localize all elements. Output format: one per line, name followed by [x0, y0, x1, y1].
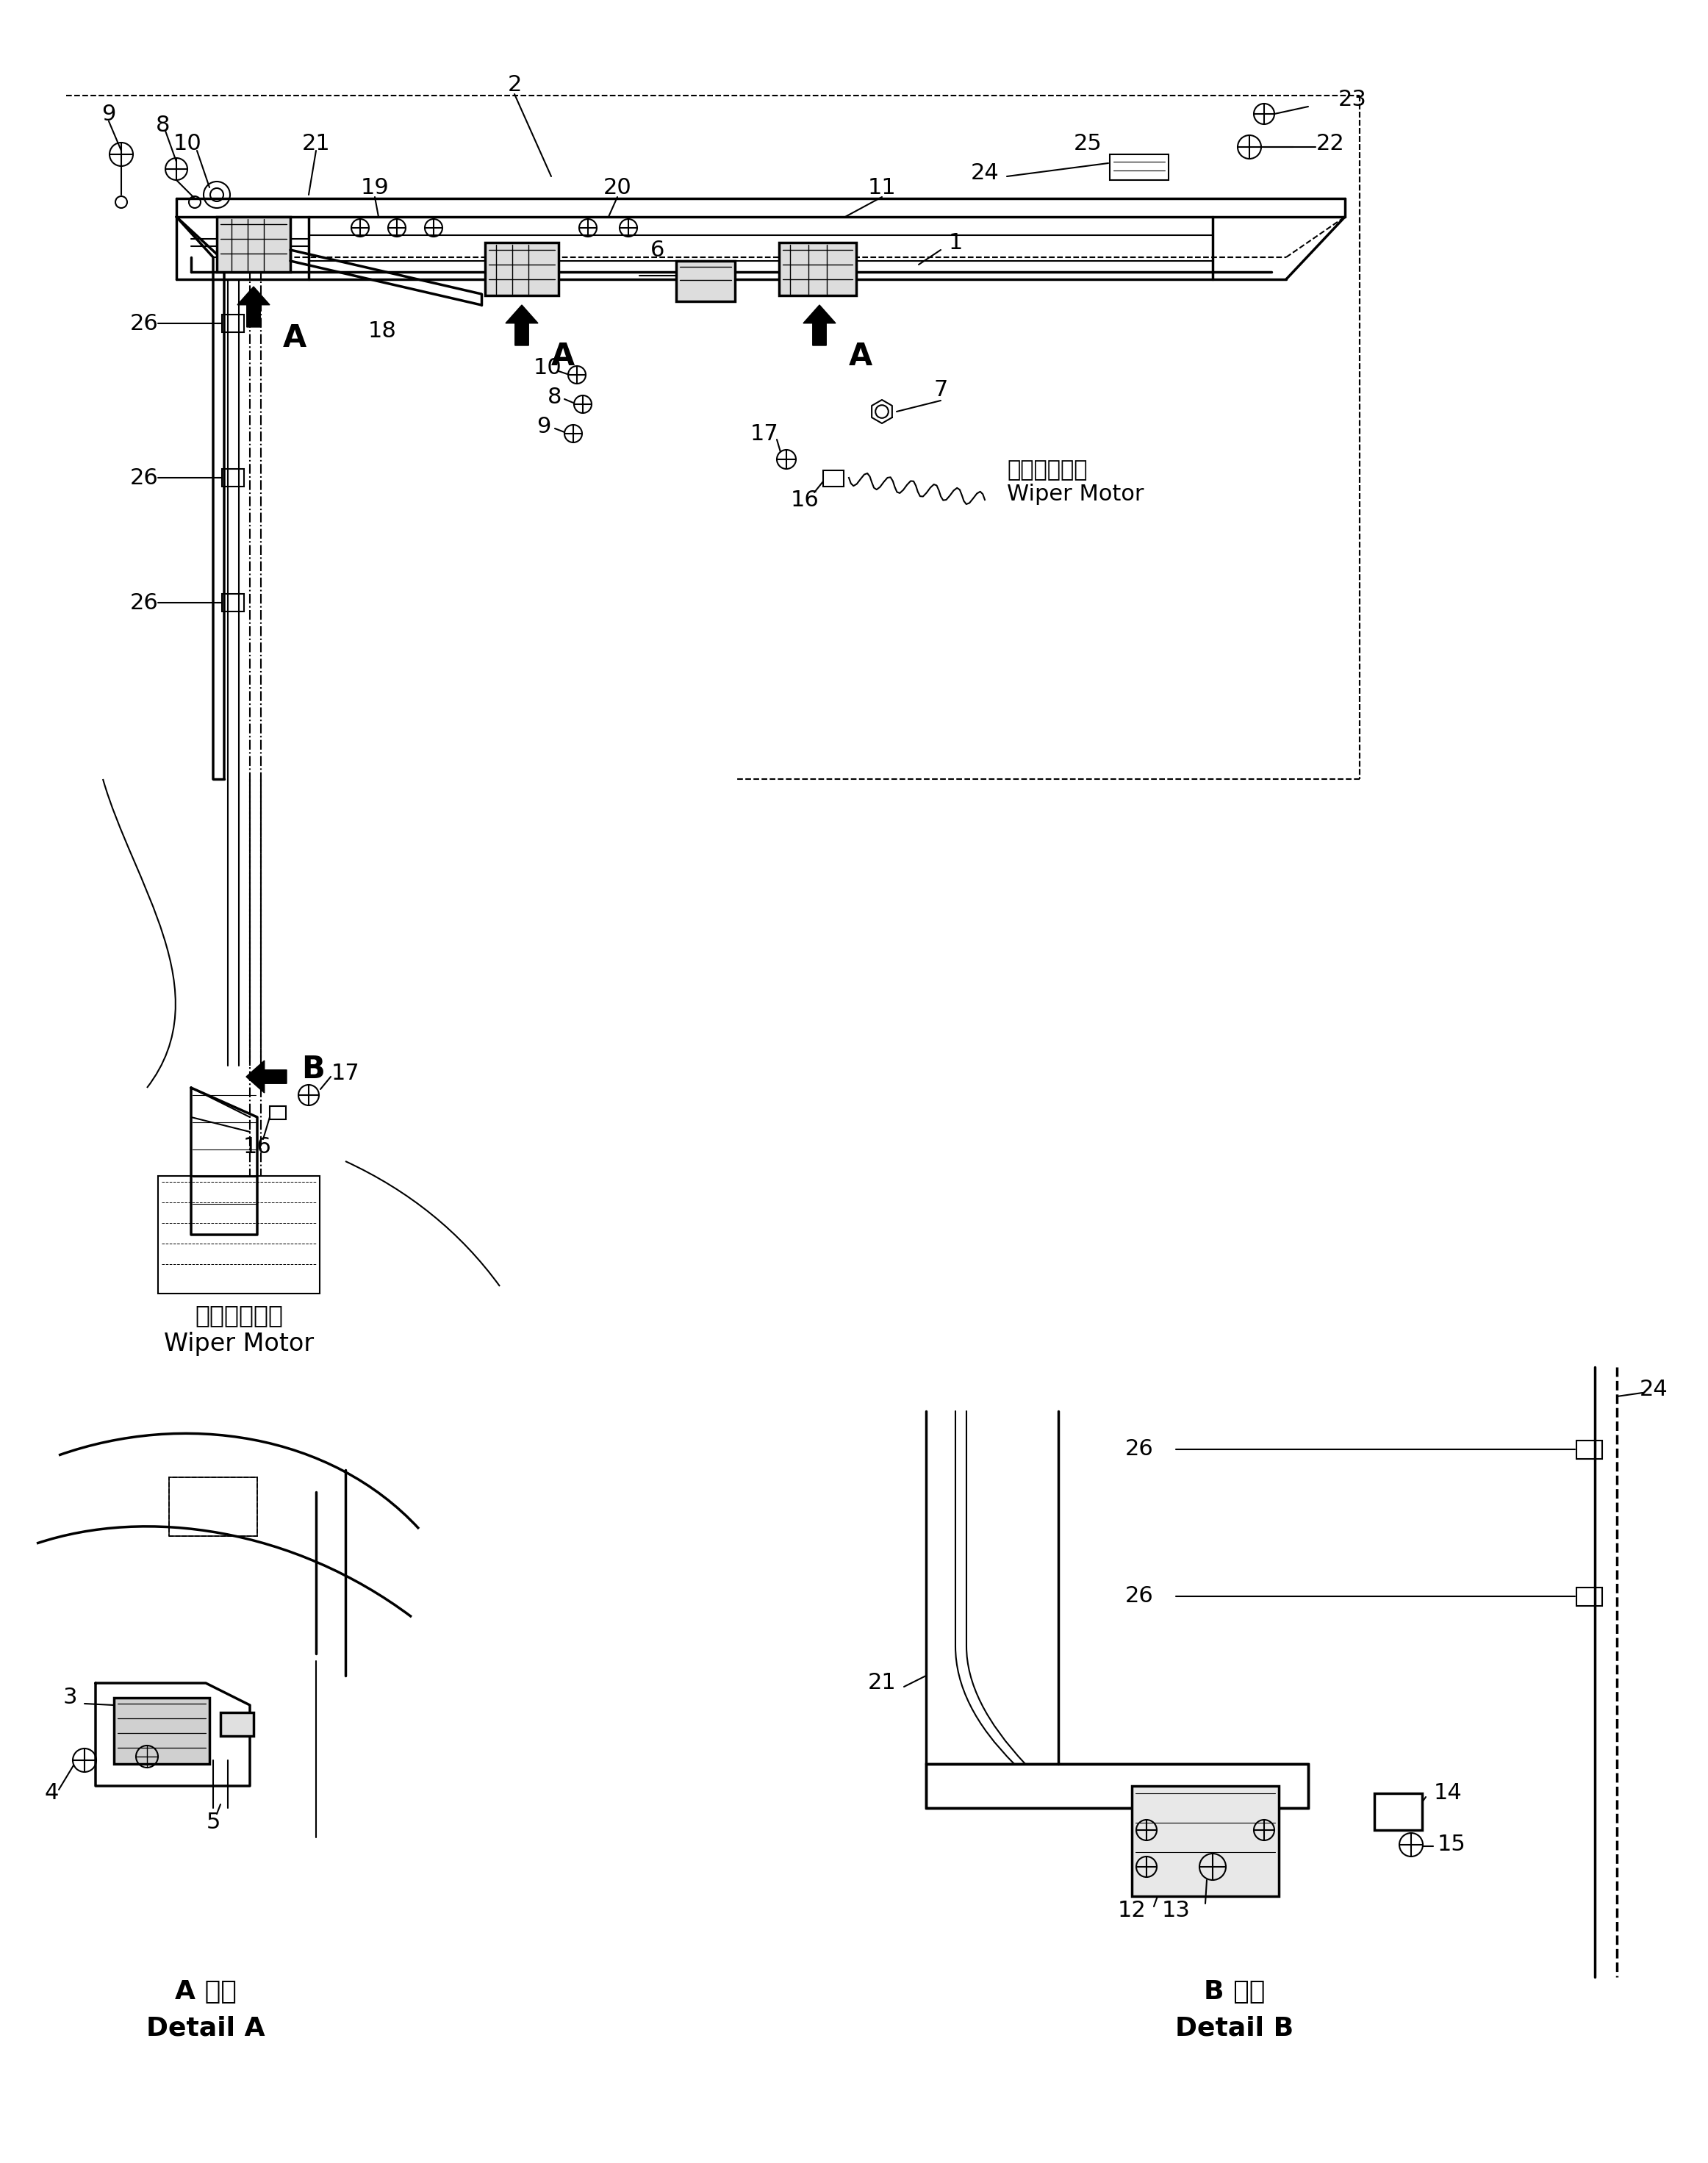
Text: 8: 8: [155, 115, 171, 136]
Bar: [485, 242, 559, 296]
Polygon shape: [803, 305, 835, 346]
Bar: [217, 216, 290, 273]
Text: 20: 20: [603, 177, 632, 199]
Text: 15: 15: [1436, 1834, 1465, 1856]
Bar: [222, 469, 244, 487]
Bar: [159, 1177, 319, 1293]
Text: 11: 11: [868, 177, 897, 199]
Text: 17: 17: [331, 1062, 360, 1084]
Text: 12: 12: [1117, 1901, 1146, 1921]
Text: 22: 22: [1315, 132, 1344, 154]
Bar: [159, 1177, 319, 1293]
Text: 10: 10: [533, 357, 562, 379]
Text: 24: 24: [1640, 1378, 1667, 1399]
Text: A 詳細: A 詳細: [174, 1979, 237, 2005]
Text: 3: 3: [63, 1687, 77, 1709]
Polygon shape: [506, 305, 538, 346]
Text: 21: 21: [868, 1672, 897, 1694]
Text: 16: 16: [791, 489, 820, 510]
Text: B 詳細: B 詳細: [1204, 1979, 1266, 2005]
Bar: [676, 262, 734, 301]
Bar: [1110, 154, 1168, 180]
Text: 26: 26: [1126, 1438, 1153, 1460]
Bar: [114, 1698, 210, 1763]
Text: 21: 21: [302, 132, 330, 154]
Bar: [926, 1763, 1308, 1808]
Text: Detail A: Detail A: [147, 2016, 265, 2042]
Text: A: A: [552, 342, 576, 372]
Text: A: A: [284, 322, 307, 353]
Text: 26: 26: [130, 467, 159, 489]
Text: 17: 17: [750, 424, 779, 443]
Text: ワイパモータ: ワイパモータ: [195, 1304, 284, 1328]
Text: 7: 7: [934, 379, 948, 400]
Text: 26: 26: [130, 593, 159, 614]
Text: Detail B: Detail B: [1175, 2016, 1295, 2042]
Text: 2: 2: [507, 74, 521, 95]
Text: 19: 19: [360, 177, 389, 199]
Polygon shape: [237, 288, 270, 327]
Text: 23: 23: [1337, 89, 1366, 110]
Bar: [222, 314, 244, 333]
Text: 9: 9: [536, 415, 552, 437]
Text: Wiper Motor: Wiper Motor: [164, 1332, 314, 1356]
Bar: [169, 1477, 258, 1536]
Text: ワイパモータ: ワイパモータ: [1008, 461, 1088, 480]
Text: 1: 1: [948, 231, 963, 253]
Text: 24: 24: [970, 162, 999, 184]
Text: Wiper Motor: Wiper Motor: [1008, 482, 1144, 504]
Text: 26: 26: [1126, 1585, 1153, 1607]
Text: 10: 10: [173, 132, 202, 154]
Text: 25: 25: [1073, 132, 1102, 154]
Text: 16: 16: [243, 1136, 272, 1157]
Bar: [1576, 1441, 1602, 1458]
Text: 4: 4: [44, 1782, 58, 1804]
Bar: [1375, 1793, 1423, 1830]
Bar: [220, 1713, 253, 1737]
Bar: [1576, 1588, 1602, 1605]
Bar: [779, 242, 856, 296]
Text: 18: 18: [367, 320, 396, 342]
Text: B: B: [301, 1053, 325, 1086]
Text: A: A: [849, 342, 873, 372]
Bar: [1132, 1787, 1279, 1897]
Text: 9: 9: [102, 104, 116, 125]
Text: 13: 13: [1161, 1901, 1190, 1921]
Text: 5: 5: [207, 1813, 220, 1834]
Text: 14: 14: [1433, 1782, 1462, 1804]
Polygon shape: [246, 1060, 287, 1092]
Text: 8: 8: [548, 387, 562, 407]
Bar: [270, 1105, 285, 1118]
Text: 6: 6: [651, 240, 664, 260]
Bar: [169, 1477, 258, 1536]
Bar: [222, 595, 244, 612]
Bar: [159, 1177, 319, 1293]
Bar: [823, 469, 844, 487]
Text: 26: 26: [130, 314, 159, 333]
